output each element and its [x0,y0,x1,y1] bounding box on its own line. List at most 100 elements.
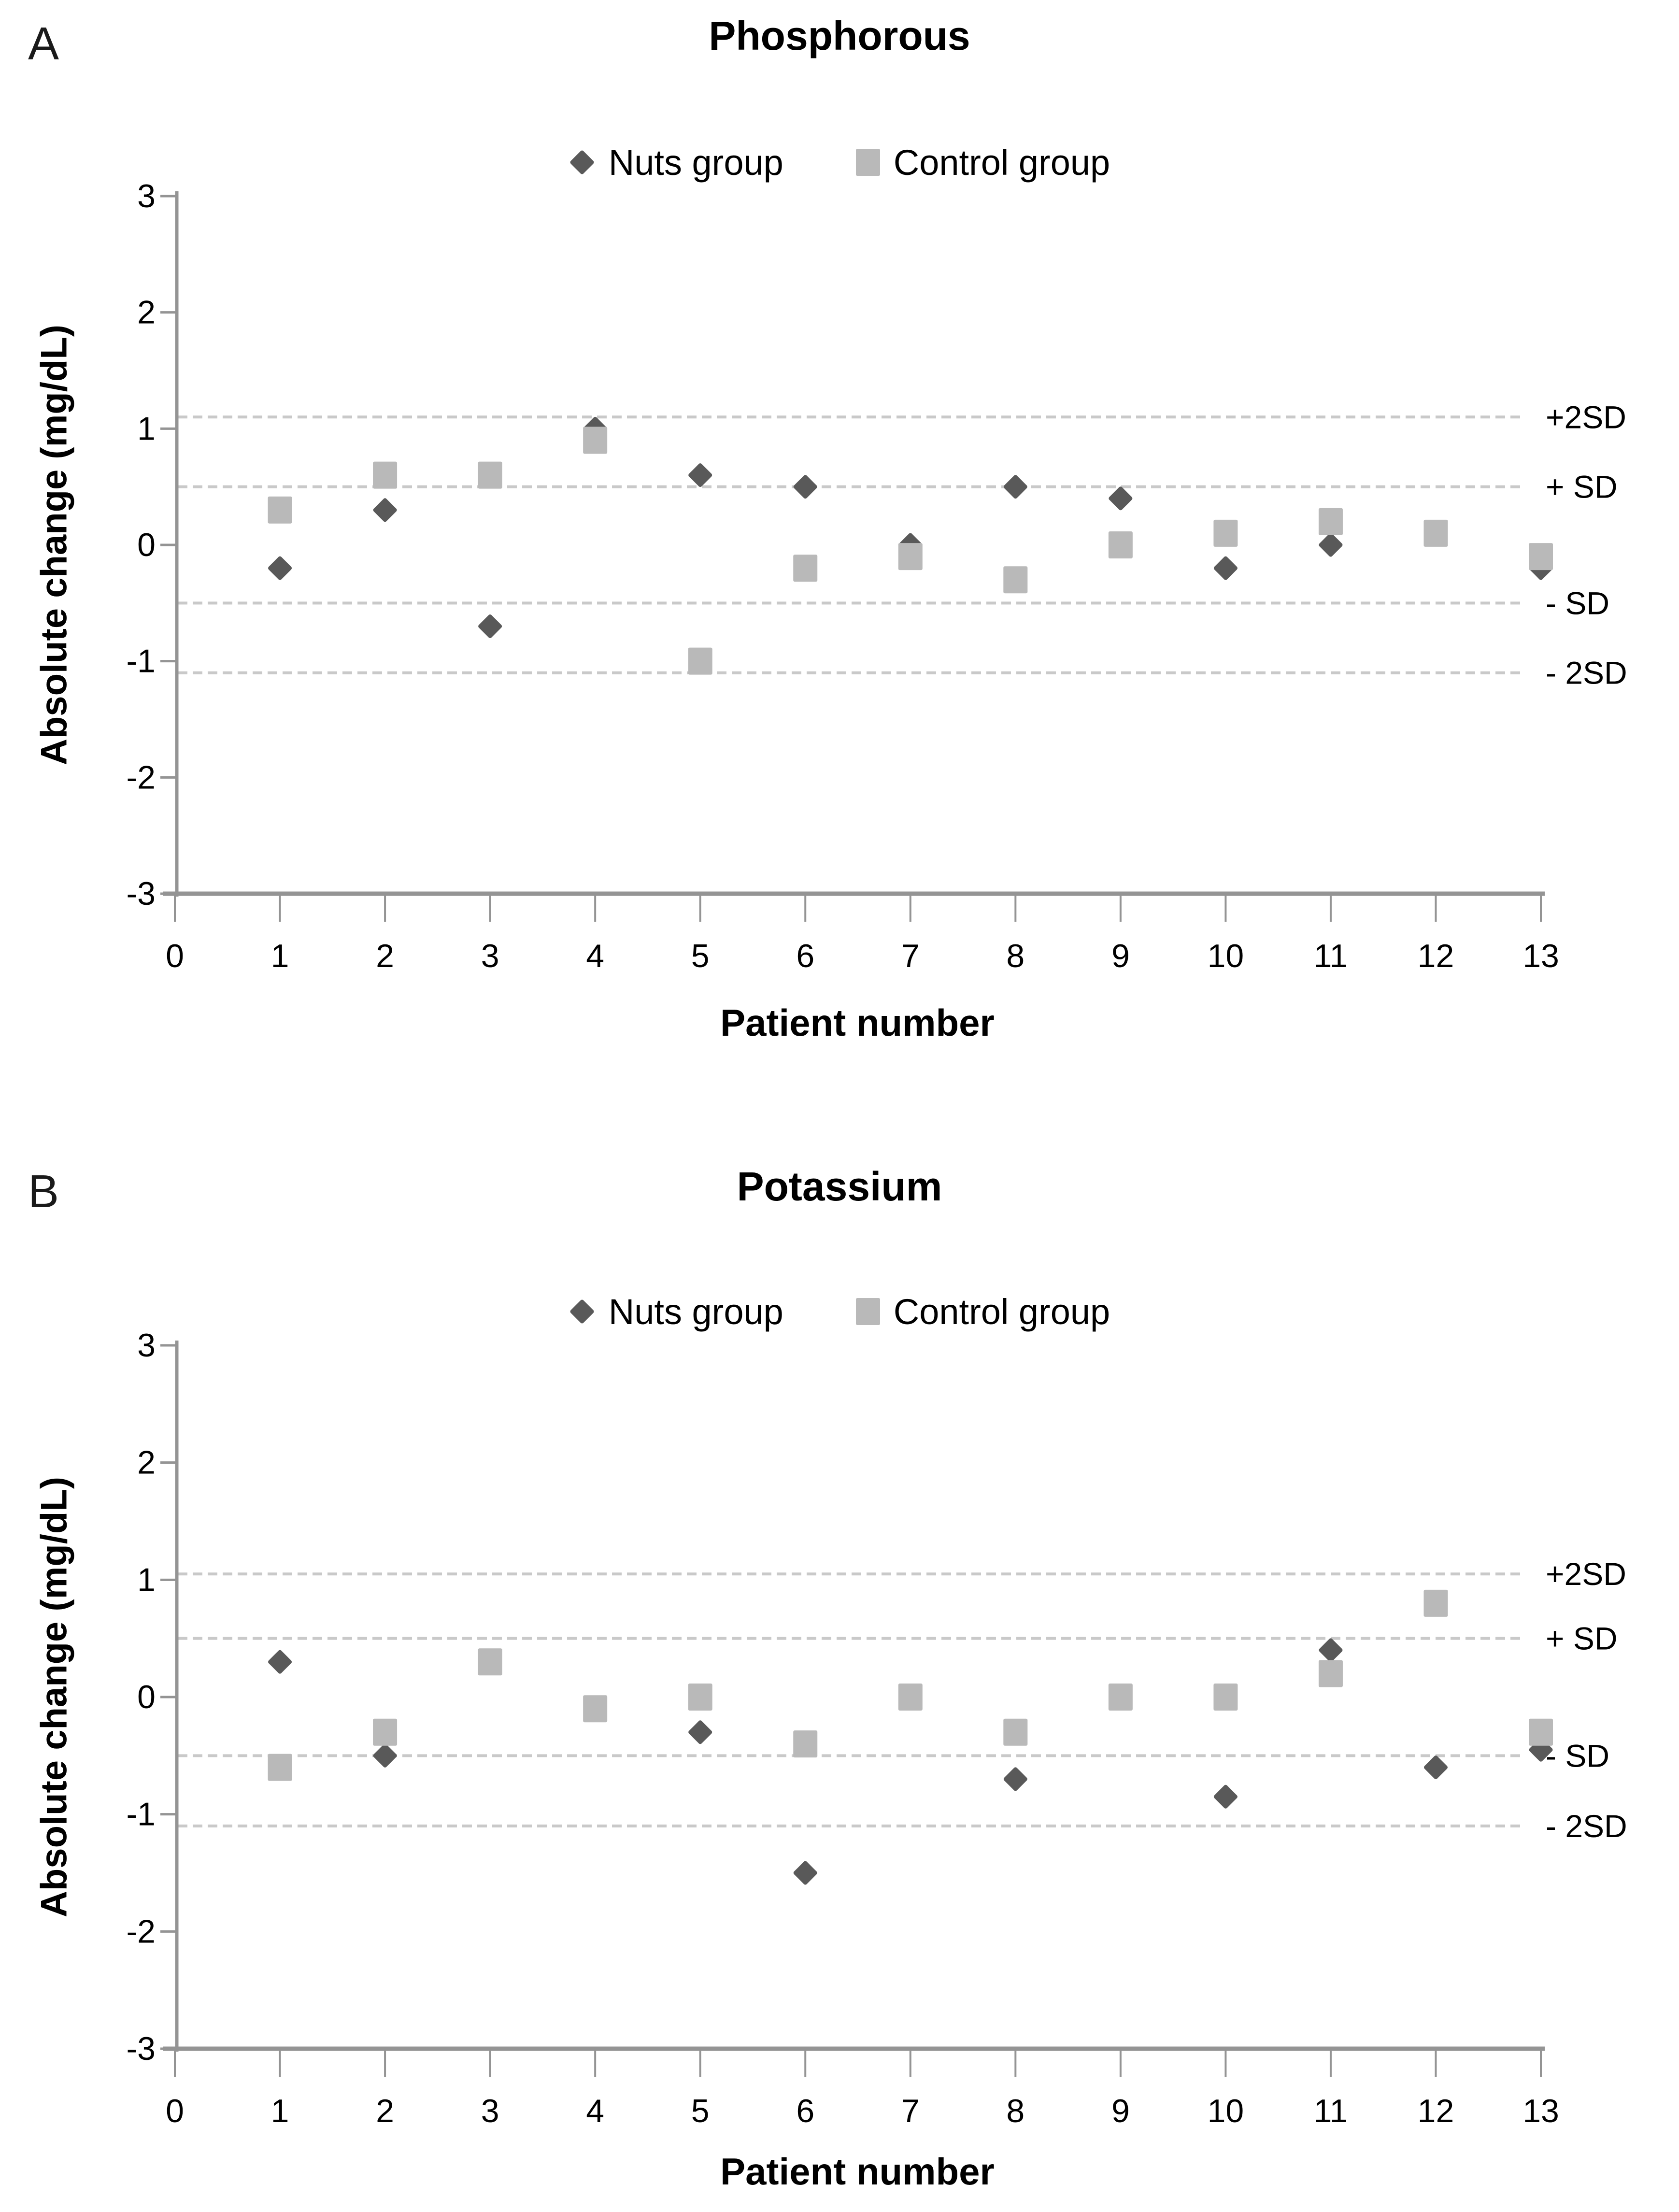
y-tick-label-potassium--1: -1 [127,1796,156,1833]
y-tick-label-potassium--3: -3 [127,2030,156,2067]
x-tick-label-potassium-0: 0 [166,2093,184,2129]
nuts-diamond-icon [570,1299,594,1324]
x-tick-label-potassium-6: 6 [796,2093,814,2129]
point-phosphorous-control-12 [1423,519,1448,547]
legend-phosphorous: Nuts group Control group [0,131,1679,194]
y-tick-label-phosphorous--1: -1 [127,643,156,680]
legend-item-control: Control group [855,1291,1110,1332]
point-phosphorous-control-5 [688,647,712,675]
point-potassium-nuts-2 [373,1743,397,1768]
point-potassium-control-9 [1108,1684,1133,1711]
point-phosphorous-nuts-5 [688,463,712,487]
y-tick-label-phosphorous--2: -2 [127,759,156,796]
point-potassium-control-6 [793,1730,818,1758]
panel-label-b: B [28,1166,59,1217]
point-potassium-control-4 [583,1695,608,1723]
point-potassium-control-8 [1003,1718,1028,1746]
x-tick-label-phosphorous-5: 5 [691,938,710,974]
point-phosphorous-control-3 [478,461,502,489]
point-potassium-nuts-8 [1003,1767,1027,1791]
y-tick-label-potassium-3: 3 [137,1327,156,1364]
x-tick-label-potassium-2: 2 [376,2093,394,2129]
x-tick-label-potassium-1: 1 [271,2093,289,2129]
point-potassium-nuts-5 [688,1720,712,1744]
x-tick-label-phosphorous-7: 7 [901,938,920,974]
point-phosphorous-nuts-3 [478,614,502,638]
legend-item-control: Control group [855,142,1110,183]
x-tick-label-potassium-7: 7 [901,2093,920,2129]
point-potassium-control-5 [688,1684,712,1711]
y-axis-title-phosphorous: Absolute change (mg/dL) [33,325,75,765]
y-tick-label-phosphorous--3: -3 [127,875,156,912]
x-tick-label-potassium-4: 4 [586,2093,604,2129]
point-phosphorous-nuts-11 [1319,533,1343,557]
y-tick-label-phosphorous-1: 1 [137,410,156,447]
y-tick-label-phosphorous-3: 3 [137,178,156,214]
point-phosphorous-nuts-10 [1213,556,1238,580]
y-tick-label-phosphorous-2: 2 [137,294,156,331]
x-tick-label-phosphorous-10: 10 [1208,938,1244,974]
legend-label-nuts: Nuts group [608,1291,783,1332]
x-tick-label-phosphorous-4: 4 [586,938,604,974]
x-tick-label-phosphorous-3: 3 [481,938,499,974]
point-phosphorous-control-9 [1108,531,1133,558]
x-tick-label-phosphorous-9: 9 [1111,938,1130,974]
x-tick-label-phosphorous-0: 0 [166,938,184,974]
chart-title-potassium: Potassium [737,1164,942,1209]
sd-label-phosphorous-3: - 2SD [1546,655,1627,691]
sd-label-potassium-3: - 2SD [1546,1808,1627,1844]
x-tick-label-phosphorous-12: 12 [1418,938,1454,974]
legend-item-nuts: Nuts group [569,142,783,183]
point-phosphorous-nuts-8 [1003,475,1027,499]
point-potassium-nuts-11 [1319,1638,1343,1662]
chart-title-phosphorous: Phosphorous [709,13,970,58]
y-tick-label-potassium--2: -2 [127,1913,156,1950]
legend-label-control: Control group [893,142,1110,183]
x-tick-label-potassium-9: 9 [1111,2093,1130,2129]
x-tick-label-phosphorous-13: 13 [1522,938,1559,974]
point-potassium-control-2 [373,1718,398,1746]
point-phosphorous-control-7 [898,543,923,571]
point-potassium-control-11 [1318,1660,1343,1687]
point-potassium-control-3 [478,1648,502,1676]
x-tick-label-potassium-10: 10 [1208,2093,1244,2129]
point-phosphorous-control-1 [268,496,292,524]
point-potassium-control-12 [1423,1589,1448,1617]
nuts-diamond-icon [570,150,594,174]
point-phosphorous-nuts-9 [1109,486,1133,511]
sd-label-phosphorous-0: +2SD [1546,399,1626,435]
x-tick-label-potassium-11: 11 [1314,2093,1348,2129]
point-potassium-control-10 [1213,1684,1238,1711]
point-phosphorous-control-10 [1213,519,1238,547]
sd-label-potassium-1: + SD [1546,1621,1618,1656]
x-tick-label-phosphorous-11: 11 [1314,938,1348,974]
y-axis-title-potassium: Absolute change (mg/dL) [33,1477,75,1917]
x-tick-label-potassium-13: 13 [1522,2093,1559,2129]
sd-label-phosphorous-1: + SD [1546,469,1618,505]
legend-label-nuts: Nuts group [608,142,783,183]
y-tick-label-potassium-1: 1 [137,1561,156,1598]
x-tick-label-phosphorous-8: 8 [1006,938,1024,974]
point-potassium-nuts-6 [793,1861,817,1885]
control-square-icon [855,149,880,176]
sd-label-phosphorous-2: - SD [1546,585,1609,621]
point-phosphorous-nuts-2 [373,498,397,522]
point-phosphorous-control-2 [373,461,398,489]
y-tick-label-potassium-2: 2 [137,1444,156,1481]
legend-item-nuts: Nuts group [569,1291,783,1332]
point-phosphorous-control-13 [1529,543,1553,571]
sd-label-potassium-0: +2SD [1546,1556,1626,1592]
x-tick-label-phosphorous-2: 2 [376,938,394,974]
point-phosphorous-nuts-1 [268,556,292,580]
y-tick-label-phosphorous-0: 0 [137,527,156,563]
panel-label-a: A [28,18,59,70]
y-tick-label-potassium-0: 0 [137,1679,156,1715]
x-axis-title-phosphorous: Patient number [720,1001,995,1044]
x-tick-label-potassium-8: 8 [1006,2093,1024,2129]
x-tick-label-potassium-12: 12 [1418,2093,1454,2129]
x-tick-label-phosphorous-1: 1 [271,938,289,974]
x-axis-title-potassium: Patient number [720,2150,995,2193]
point-potassium-nuts-10 [1213,1784,1238,1809]
x-tick-label-potassium-3: 3 [481,2093,499,2129]
